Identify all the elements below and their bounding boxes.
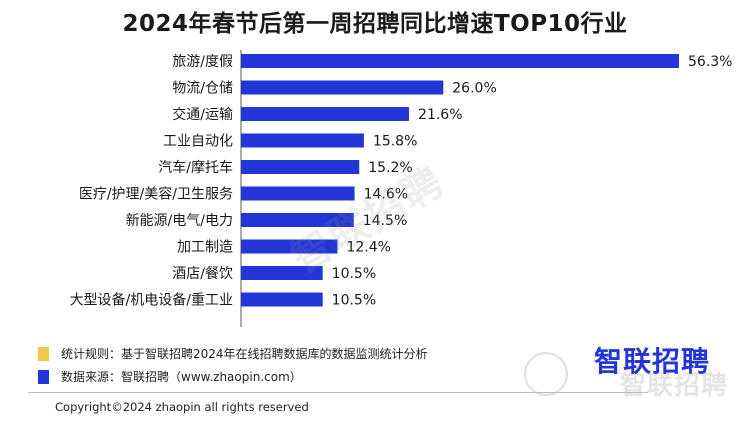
value-label-8: 12.4% xyxy=(346,240,390,256)
brand-circle-mark xyxy=(524,352,568,396)
bars xyxy=(241,54,679,307)
category-labels: 旅游/度假物流/仓储交通/运输工业自动化汽车/摩托车医疗/护理/美容/卫生服务新… xyxy=(70,54,233,309)
note-rule-text: 统计规则：基于智联招聘2024年在线招聘数据库的数据监测统计分析 xyxy=(61,347,428,361)
category-label-8: 加工制造 xyxy=(177,240,233,256)
bar-chart: 旅游/度假物流/仓储交通/运输工业自动化汽车/摩托车医疗/护理/美容/卫生服务新… xyxy=(70,50,733,327)
category-label-6: 医疗/护理/美容/卫生服务 xyxy=(79,186,233,203)
bar-10 xyxy=(241,292,323,307)
brand-logo: 智联招聘 xyxy=(594,345,711,378)
brand-logo-ghost: 智联招聘 xyxy=(620,371,729,401)
footer-divider xyxy=(28,392,648,393)
note-rule: 统计规则：基于智联招聘2024年在线招聘数据库的数据监测统计分析 xyxy=(38,342,558,365)
value-label-9: 10.5% xyxy=(332,266,376,282)
chart-title: 2024年春节后第一周招聘同比增速TOP10行业 xyxy=(122,11,628,37)
value-label-6: 14.6% xyxy=(364,187,408,203)
bar-5 xyxy=(241,160,360,174)
note-rule-swatch xyxy=(38,346,49,361)
value-label-2: 26.0% xyxy=(452,81,496,97)
copyright: Copyright©2024 zhaopin all rights reserv… xyxy=(55,400,309,414)
value-label-1: 56.3% xyxy=(688,54,732,70)
category-label-3: 交通/运输 xyxy=(172,106,233,123)
category-label-4: 工业自动化 xyxy=(163,134,233,150)
value-labels: 56.3% 26.0% 21.6%15.8% 15.2% 14.6% 14.5% 12.4%… xyxy=(332,54,733,309)
category-label-9: 酒店/餐饮 xyxy=(172,266,233,282)
chart-notes: 统计规则：基于智联招聘2024年在线招聘数据库的数据监测统计分析 数据来源：智联… xyxy=(38,342,558,388)
bar-3 xyxy=(241,107,410,121)
value-label-7: 14.5% xyxy=(363,213,407,229)
bar-9 xyxy=(241,266,323,280)
value-label-10: 10.5% xyxy=(332,293,376,309)
bar-4 xyxy=(241,133,364,148)
value-label-4: 15.8% xyxy=(373,134,417,150)
note-source-swatch xyxy=(38,369,49,384)
category-label-10: 大型设备/机电设备/重工业 xyxy=(70,292,233,309)
category-label-7: 新能源/电气/电力 xyxy=(126,213,233,229)
category-label-1: 旅游/度假 xyxy=(172,54,233,70)
value-label-3: 21.6% xyxy=(418,107,462,123)
bar-7 xyxy=(241,213,354,227)
note-source-text: 数据来源：智联招聘（www.zhaopin.com） xyxy=(61,370,302,384)
note-source: 数据来源：智联招聘（www.zhaopin.com） xyxy=(38,365,558,388)
category-label-2: 物流/仓储 xyxy=(172,81,233,97)
bar-2 xyxy=(241,80,444,95)
value-label-5: 15.2% xyxy=(368,160,412,176)
category-label-5: 汽车/摩托车 xyxy=(158,159,233,176)
bar-8 xyxy=(241,239,338,254)
bar-1 xyxy=(241,54,679,68)
bar-6 xyxy=(241,186,355,201)
